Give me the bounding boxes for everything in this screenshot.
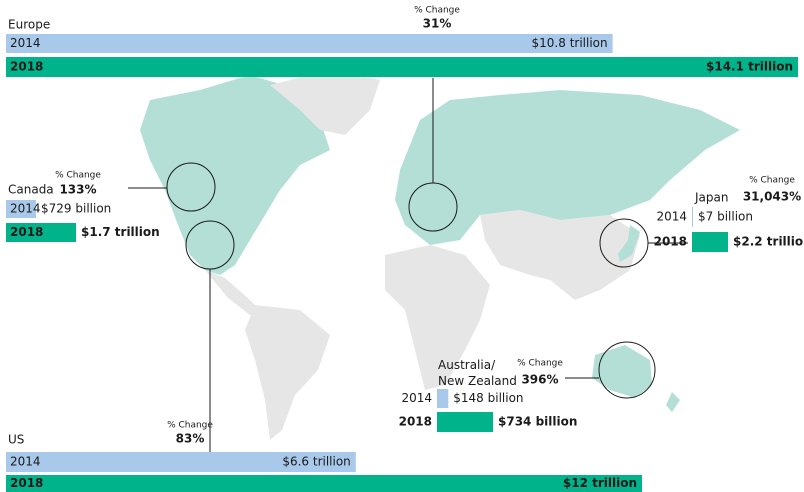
change-title: % Change xyxy=(414,6,460,16)
year-label: 2014 xyxy=(10,36,41,50)
year-label: 2014 xyxy=(656,210,687,224)
canada-circle xyxy=(166,162,216,212)
region-name-line: Australia/ xyxy=(438,358,496,372)
bar xyxy=(437,389,449,408)
year-label: 2014 xyxy=(401,391,432,405)
change-title: % Change xyxy=(749,176,795,186)
year-label: 2018 xyxy=(654,235,687,249)
highlights xyxy=(128,78,688,452)
year-label: 2018 xyxy=(10,225,43,239)
region-name: Canada xyxy=(8,183,54,197)
change-value: 396% xyxy=(521,373,558,387)
region-name-line: New Zealand xyxy=(438,374,517,388)
year-label: 2014 xyxy=(10,202,41,216)
region-name: Australia/New Zealand xyxy=(438,358,517,388)
year-label: 2018 xyxy=(399,415,432,429)
change-value: 83% xyxy=(176,432,205,446)
central-america xyxy=(205,270,262,315)
value-label: $2.2 trillion xyxy=(733,235,804,249)
value-label: $10.8 trillion xyxy=(532,36,608,50)
change-value: 133% xyxy=(59,183,96,197)
value-label: $6.6 trillion xyxy=(282,455,350,469)
bar xyxy=(6,200,37,218)
region: Japan % Change 31,043% 2014 $7 billion 2018 $2… xyxy=(654,176,804,252)
change-value: 31% xyxy=(423,17,452,31)
new-zealand-map xyxy=(666,392,680,412)
region: Canada% Change 133% 2014 $729 billion 2018 $1… xyxy=(6,171,160,242)
year-label: 2014 xyxy=(10,455,41,469)
value-label: $7 billion xyxy=(698,210,753,224)
greenland xyxy=(270,70,380,135)
change-title: % Change xyxy=(55,171,101,181)
south-asia xyxy=(480,210,640,300)
bar xyxy=(437,412,493,432)
japan-map xyxy=(618,225,640,262)
value-label: $1.7 trillion xyxy=(81,225,160,239)
bar xyxy=(692,207,693,227)
year-label: 2018 xyxy=(10,60,43,74)
region: Australia/New Zealand% Change 396% 2014 $14… xyxy=(399,358,577,432)
value-label: $734 billion xyxy=(498,415,577,429)
value-label: $148 billion xyxy=(453,391,523,405)
change-value: 31,043% xyxy=(743,190,801,204)
eurasia xyxy=(395,90,740,245)
south-america xyxy=(245,305,330,440)
value-label: $729 billion xyxy=(41,202,111,216)
value-label: $14.1 trillion xyxy=(706,60,793,74)
bar xyxy=(6,223,76,242)
bar xyxy=(6,34,613,53)
bar xyxy=(6,452,356,472)
region-name: Japan xyxy=(694,191,728,205)
bar xyxy=(6,475,642,492)
value-label: $12 trillion xyxy=(563,476,637,490)
australia-circle xyxy=(598,341,656,399)
region-name: US xyxy=(8,433,24,447)
australia-map xyxy=(592,345,652,398)
region-name: Europe xyxy=(8,18,50,32)
africa xyxy=(385,245,490,390)
north-america xyxy=(140,75,330,275)
change-title: % Change xyxy=(167,421,213,431)
year-label: 2018 xyxy=(10,476,43,490)
change-title: % Change xyxy=(517,359,563,369)
world-map xyxy=(140,70,740,440)
bar xyxy=(6,57,798,77)
bar xyxy=(692,232,728,252)
